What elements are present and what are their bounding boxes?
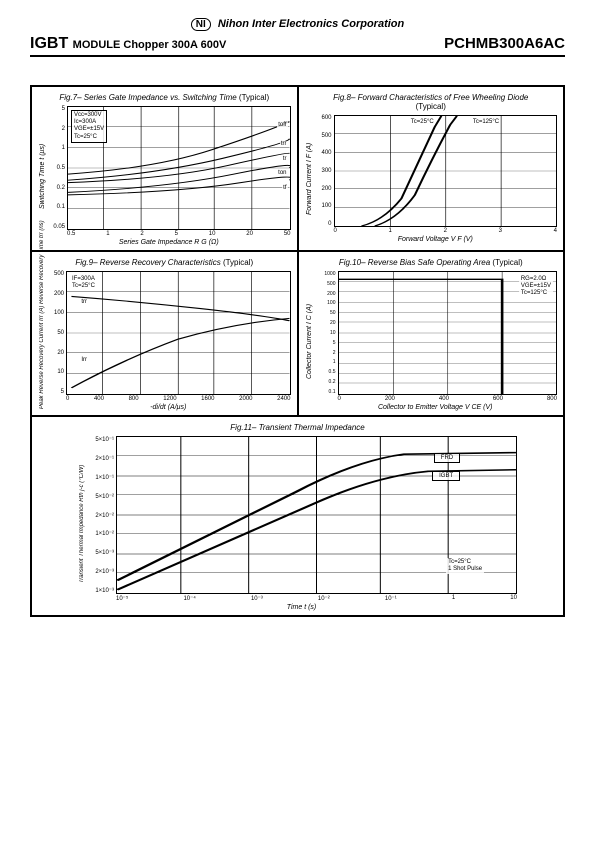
fig8-plot: Tc=25°C Tc=125°C xyxy=(334,115,558,227)
fig10-xticks: 0200400600800 xyxy=(338,396,558,402)
fig7-plot: Vcc=300VIc=300AVGE=±15VTc=25°C toff trr … xyxy=(67,106,291,230)
fig8-cell: Fig.8– Forward Characteristics of Free W… xyxy=(298,86,565,251)
fig9-plot: IF=300ATc=25°C trr Irr xyxy=(66,271,291,395)
fig8-yticks: 6005004003002001000 xyxy=(314,115,334,227)
corp-header: NI Nihon Inter Electronics Corporation xyxy=(30,18,565,31)
fig8-ylabel: Forward Current I F (A) xyxy=(305,115,314,243)
fig11-xlabel: Time t (s) xyxy=(86,604,517,611)
fig9-ylabel: Peak Reverse Recovery Current Irr (A) Re… xyxy=(38,271,46,411)
fig8-xticks: 01234 xyxy=(334,228,558,234)
fig11-cell: Fig.11– Transient Thermal Impedance Tran… xyxy=(31,416,564,616)
fig9-title: Fig.9– Reverse Recovery Characteristics … xyxy=(38,258,291,267)
fig11-title: Fig.11– Transient Thermal Impedance xyxy=(38,423,557,432)
fig10-ylabel: Collector Current I C (A) xyxy=(305,271,314,411)
figure-grid: Fig.7– Series Gate Impedance vs. Switchi… xyxy=(30,85,565,617)
fig11-ylabel: Transient Thermal Impedance Rth j-c (°C/… xyxy=(78,436,86,611)
fig9-xticks: 04008001200160020002400 xyxy=(66,396,291,402)
title-row: IGBT MODULE Chopper 300A 600V PCHMB300A6… xyxy=(30,35,565,57)
logo-icon: NI xyxy=(191,18,211,31)
part-number: PCHMB300A6AC xyxy=(444,35,565,52)
fig10-cell: Fig.10– Reverse Bias Safe Operating Area… xyxy=(298,251,565,416)
fig10-yticks: 10005002001005020105210.50.20.1 xyxy=(314,271,338,395)
fig8-xlabel: Forward Voltage V F (V) xyxy=(314,236,558,243)
fig7-xlabel: Series Gate Impedance R G (Ω) xyxy=(47,239,291,246)
module-label: MODULE Chopper 300A 600V xyxy=(73,39,227,51)
fig9-cell: Fig.9– Reverse Recovery Characteristics … xyxy=(31,251,298,416)
fig7-cell: Fig.7– Series Gate Impedance vs. Switchi… xyxy=(31,86,298,251)
fig9-xlabel: -di/dt (A/μs) xyxy=(46,404,291,411)
fig7-xticks: 0.5125102050 xyxy=(67,231,291,237)
fig10-title: Fig.10– Reverse Bias Safe Operating Area… xyxy=(305,258,558,267)
corp-name: Nihon Inter Electronics Corporation xyxy=(218,18,404,30)
fig8-title: Fig.8– Forward Characteristics of Free W… xyxy=(305,93,558,111)
fig9-yticks: 5002001005020105 xyxy=(46,271,66,395)
fig10-plot: RG=2.0ΩVGE=±15VTc=125°C xyxy=(338,271,558,395)
fig11-xticks: 10⁻⁵10⁻⁴10⁻³10⁻²10⁻¹110 xyxy=(116,595,517,602)
fig11-plot: FRD IGBT Tc=25°C1 Shot Pulse xyxy=(116,436,517,594)
title-left: IGBT MODULE Chopper 300A 600V xyxy=(30,35,226,53)
igbt-label: IGBT xyxy=(30,35,68,52)
fig7-yticks: 5210.50.20.10.05 xyxy=(47,106,67,230)
fig11-yticks: 5×10⁻¹2×10⁻¹1×10⁻¹5×10⁻²2×10⁻²1×10⁻²5×10… xyxy=(86,436,116,594)
fig10-xlabel: Collector to Emitter Voltage V CE (V) xyxy=(314,404,558,411)
fig7-title: Fig.7– Series Gate Impedance vs. Switchi… xyxy=(38,93,291,102)
